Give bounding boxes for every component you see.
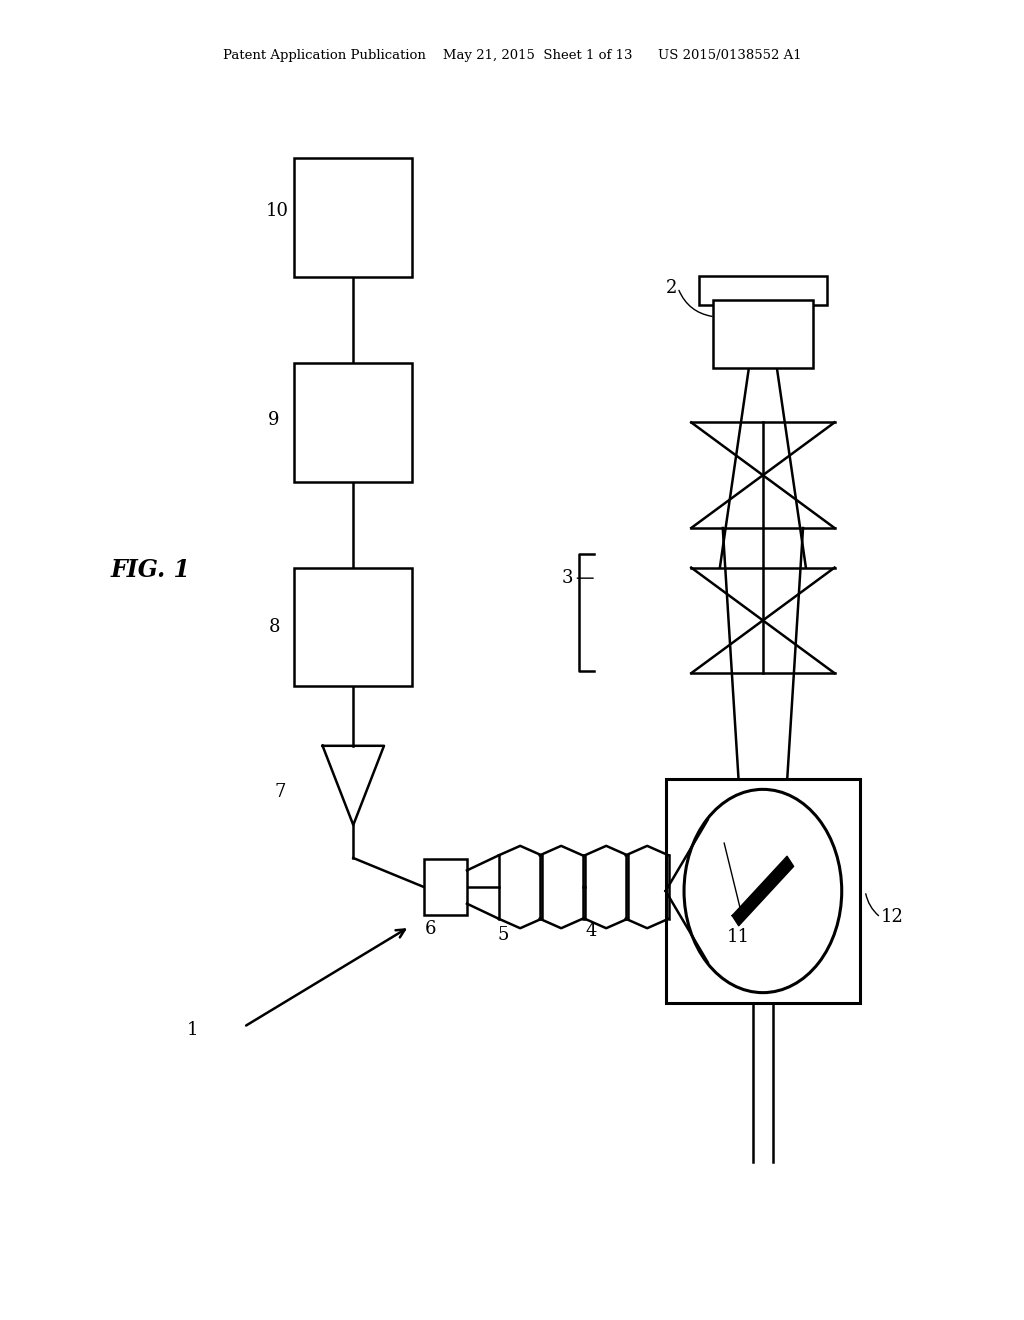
Text: 8: 8	[268, 618, 280, 636]
Text: 9: 9	[268, 411, 280, 429]
Bar	[666, 779, 860, 1003]
Text: 12: 12	[881, 908, 903, 927]
Text: 11: 11	[727, 928, 750, 946]
Text: 4: 4	[586, 921, 597, 940]
Text: 5: 5	[498, 925, 509, 944]
Text: Patent Application Publication    May 21, 2015  Sheet 1 of 13      US 2015/01385: Patent Application Publication May 21, 2…	[222, 49, 802, 62]
Text: 3: 3	[561, 569, 572, 587]
Bar	[295, 363, 412, 482]
Bar	[295, 158, 412, 277]
Text: 7: 7	[274, 783, 286, 801]
Text: 2: 2	[666, 279, 677, 297]
Bar	[713, 300, 813, 368]
Bar	[698, 276, 827, 305]
Text: 1: 1	[186, 1020, 198, 1039]
Bar	[295, 568, 412, 686]
Polygon shape	[732, 857, 794, 925]
Text: 6: 6	[425, 920, 436, 939]
Bar	[424, 859, 467, 915]
Text: 10: 10	[266, 202, 289, 220]
Text: FIG. 1: FIG. 1	[111, 558, 190, 582]
